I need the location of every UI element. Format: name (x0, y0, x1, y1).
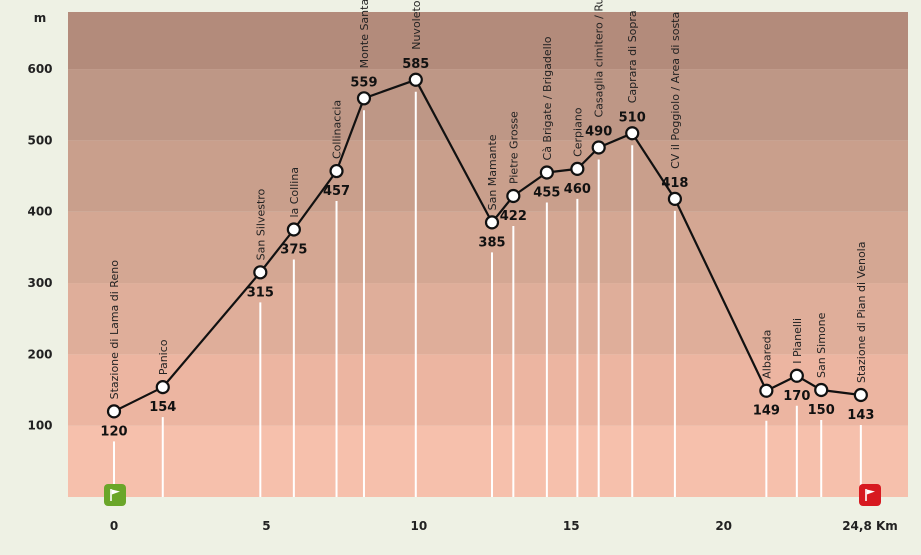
place-label: Panico (157, 339, 170, 375)
point-marker (155, 380, 170, 395)
place-label: Caprara di Sopra (626, 10, 639, 103)
point-marker (759, 383, 774, 398)
value-label: 120 (100, 424, 127, 439)
x-tick-label: 5 (262, 519, 270, 533)
elevation-band (68, 425, 908, 497)
value-label: 143 (847, 408, 874, 423)
x-tick-label: 20 (715, 519, 732, 533)
place-label: Cà Brigate / Brigadello (541, 36, 554, 160)
y-tick-label: 600 (27, 62, 52, 76)
place-labels: Stazione di Lama di Reno Panico San Silves… (108, 0, 868, 399)
place-label: Monte Santa Barbara (358, 0, 371, 68)
x-tick-label: 0 (110, 519, 118, 533)
point-marker (853, 387, 868, 403)
value-label: 457 (323, 184, 350, 199)
place-label: Collinaccia (331, 100, 344, 159)
value-label: 375 (280, 243, 307, 258)
value-label: 510 (619, 110, 646, 125)
y-tick-label: 400 (27, 205, 52, 219)
point-marker (539, 165, 554, 180)
point-marker (789, 368, 804, 383)
y-axis-label: m (34, 11, 47, 25)
value-label: 585 (402, 57, 429, 72)
value-label: 149 (753, 404, 780, 419)
elevation-band (68, 354, 908, 426)
point-marker (329, 163, 344, 179)
value-labels: 120 154 315 375 457 559 585 385 422 455 460 490 510 4… (100, 57, 874, 440)
point-marker (484, 215, 500, 230)
value-label: 460 (564, 182, 591, 197)
place-label: la Collina (288, 167, 301, 218)
place-label: Stazione di Pian di Venola (855, 242, 868, 384)
point-marker (814, 382, 829, 398)
place-label: Casaglia cimitero / Ruderi (593, 0, 606, 118)
place-label: I Pianelli (791, 318, 804, 364)
point-marker (286, 222, 301, 237)
point-marker (591, 140, 606, 155)
place-label: Nuvoleto (410, 0, 423, 50)
point-markers (106, 72, 868, 419)
place-label: San Silvestro (254, 188, 267, 260)
elevation-band (68, 69, 908, 141)
value-label: 422 (500, 209, 527, 224)
value-label: 490 (585, 125, 612, 140)
value-label: 418 (661, 176, 688, 191)
flags (104, 484, 881, 506)
x-axis: 0 5 10 15 20 24,8 Km (110, 519, 898, 533)
point-marker (106, 404, 122, 419)
y-tick-label: 100 (27, 419, 52, 433)
place-label: Albareda (760, 330, 773, 379)
start-flag-icon (104, 484, 126, 506)
point-marker (408, 72, 423, 87)
value-label: 154 (149, 400, 176, 415)
y-tick-label: 200 (27, 347, 52, 361)
place-label: San Mamante (486, 134, 499, 210)
point-marker (356, 91, 372, 106)
x-tick-label: 10 (410, 519, 427, 533)
x-tick-label: 15 (563, 519, 580, 533)
y-axis: m 100 200 300 400 500 600 (27, 11, 52, 433)
y-tick-label: 300 (27, 276, 52, 290)
value-label: 315 (247, 285, 274, 300)
x-tick-label: 24,8 Km (842, 519, 898, 533)
place-label: Stazione di Lama di Reno (108, 260, 121, 400)
value-label: 455 (533, 185, 560, 200)
place-label: Pietre Grosse (507, 111, 520, 184)
end-flag-icon (859, 484, 881, 506)
value-label: 385 (478, 235, 505, 250)
elevation-bands (68, 12, 908, 497)
point-marker (506, 188, 521, 204)
elevation-band (68, 283, 908, 355)
place-label: Cerpiano (571, 107, 584, 157)
point-marker (625, 126, 640, 141)
point-stems (113, 91, 862, 497)
y-tick-label: 500 (27, 133, 52, 147)
value-label: 559 (350, 75, 377, 90)
elevation-band (68, 140, 908, 212)
value-label: 150 (808, 403, 835, 418)
point-marker (570, 161, 585, 177)
point-marker (667, 191, 683, 206)
value-label: 170 (783, 389, 810, 404)
point-marker (253, 265, 268, 280)
place-label: San Simone (815, 312, 828, 378)
place-label: CV il Poggiolo / Area di sosta (669, 12, 682, 169)
elevation-band (68, 12, 908, 70)
